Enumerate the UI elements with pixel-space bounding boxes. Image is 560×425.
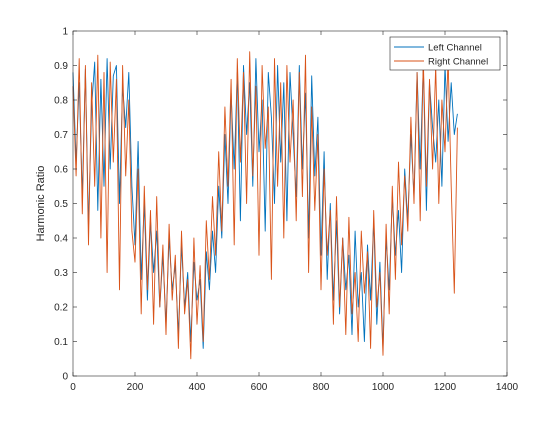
x-tick-label: 800 xyxy=(313,382,330,393)
y-tick-label: 0.4 xyxy=(54,234,68,245)
series-layer xyxy=(72,51,458,360)
legend-box xyxy=(389,36,501,71)
tick-layer: 0 200 400 600 800 1000 1200 1400 0 0.1 0.2 0.3 0.4 0.… xyxy=(54,27,518,394)
x-tick-label: 400 xyxy=(189,382,206,393)
x-tick-label: 200 xyxy=(127,382,144,393)
y-tick-label: 0.3 xyxy=(54,268,68,279)
y-tick-label: 0.1 xyxy=(54,337,68,348)
legend-label-right: Right Channel xyxy=(428,57,488,68)
legend: Left Channel Right Channel xyxy=(389,36,501,71)
y-tick-label: 0.5 xyxy=(54,199,68,210)
y-tick-label: 1 xyxy=(62,27,68,38)
y-tick-label: 0.9 xyxy=(54,61,68,72)
y-tick-label: 0.6 xyxy=(54,165,68,176)
x-tick-label: 600 xyxy=(251,382,268,393)
x-tick-label: 0 xyxy=(70,382,76,393)
x-tick-label: 1000 xyxy=(372,382,395,393)
y-tick-label: 0 xyxy=(62,372,68,383)
y-tick-label: 0.8 xyxy=(54,96,68,107)
legend-label-left: Left Channel xyxy=(428,43,482,54)
x-tick-label: 1400 xyxy=(496,382,519,393)
series-line-right-channel xyxy=(72,51,458,360)
y-tick-label: 0.7 xyxy=(54,130,68,141)
x-tick-label: 1200 xyxy=(434,382,457,393)
y-tick-label: 0.2 xyxy=(54,303,68,314)
y-axis-label: Harmonic Ratio xyxy=(35,166,47,242)
